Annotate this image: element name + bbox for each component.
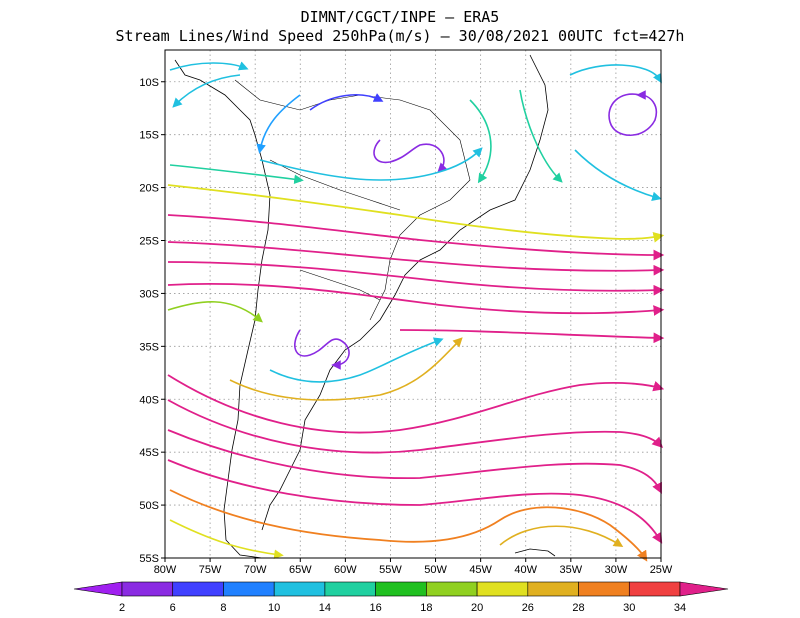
lon-tick-label: 50W	[424, 564, 447, 576]
lat-tick-label: 55S	[139, 553, 159, 565]
colorbar-label: 8	[220, 602, 226, 614]
colorbar-label: 2	[119, 602, 125, 614]
lat-tick-label: 15S	[139, 130, 159, 142]
colorbar-segment	[223, 581, 275, 597]
colorbar-segment	[324, 581, 376, 597]
colorbar-label: 30	[623, 602, 635, 614]
colorbar-segment	[273, 581, 326, 597]
colorbar-label: 18	[420, 602, 432, 614]
map-frame	[164, 49, 662, 559]
colorbar-segment	[628, 581, 681, 597]
lat-tick-label: 40S	[139, 394, 159, 406]
colorbar-label: 26	[522, 602, 534, 614]
colorbar-label: 6	[170, 602, 176, 614]
colorbar: 2 6 8 10 14 16 18 20 26 28 30 34	[73, 581, 729, 614]
lat-tick-label: 10S	[139, 77, 159, 89]
lon-tick-label: 60W	[334, 564, 357, 576]
colorbar-segment	[527, 581, 579, 597]
colorbar-tip-left	[73, 581, 123, 597]
colorbar-label: 10	[268, 602, 280, 614]
lat-tick-label: 20S	[139, 183, 159, 195]
colorbar-label: 28	[572, 602, 584, 614]
coastlines	[174, 54, 556, 559]
lon-tick-label: 55W	[379, 564, 402, 576]
lon-tick-label: 45W	[469, 564, 492, 576]
lat-tick-label: 50S	[139, 500, 159, 512]
lon-tick-label: 70W	[244, 564, 267, 576]
colorbar-segment	[426, 581, 478, 597]
lon-tick-label: 75W	[199, 564, 222, 576]
colorbar-segment	[121, 581, 174, 597]
colorbar-segment	[375, 581, 427, 597]
colorbar-label: 14	[319, 602, 331, 614]
longitude-labels: 80W 75W 70W 65W 60W 55W 50W 45W 40W 35W 30W 25W	[154, 558, 673, 576]
lat-tick-label: 25S	[139, 236, 159, 248]
lon-tick-label: 40W	[514, 564, 537, 576]
colorbar-segment	[172, 581, 224, 597]
lat-tick-label: 35S	[139, 341, 159, 353]
colorbar-label: 20	[471, 602, 483, 614]
lon-tick-label: 80W	[154, 564, 177, 576]
lat-tick-label: 30S	[139, 288, 159, 300]
lon-tick-label: 35W	[560, 564, 583, 576]
lon-tick-label: 25W	[650, 564, 673, 576]
streamlines	[167, 61, 665, 562]
lon-tick-label: 65W	[289, 564, 312, 576]
colorbar-label: 16	[370, 602, 382, 614]
chart-title: DIMNT/CGCT/INPE – ERA5	[300, 8, 500, 26]
lat-tick-label: 45S	[139, 447, 159, 459]
colorbar-tip-right	[679, 581, 729, 597]
colorbar-segment	[476, 581, 529, 597]
chart-subtitle: Stream Lines/Wind Speed 250hPa(m/s) – 30…	[115, 27, 685, 45]
graticule	[165, 50, 661, 558]
colorbar-segment	[578, 581, 630, 597]
lon-tick-label: 30W	[605, 564, 628, 576]
colorbar-label: 34	[674, 602, 686, 614]
latitude-labels: 10S 15S 20S 25S 30S 35S 40S 45S 50S 55S	[139, 77, 165, 565]
